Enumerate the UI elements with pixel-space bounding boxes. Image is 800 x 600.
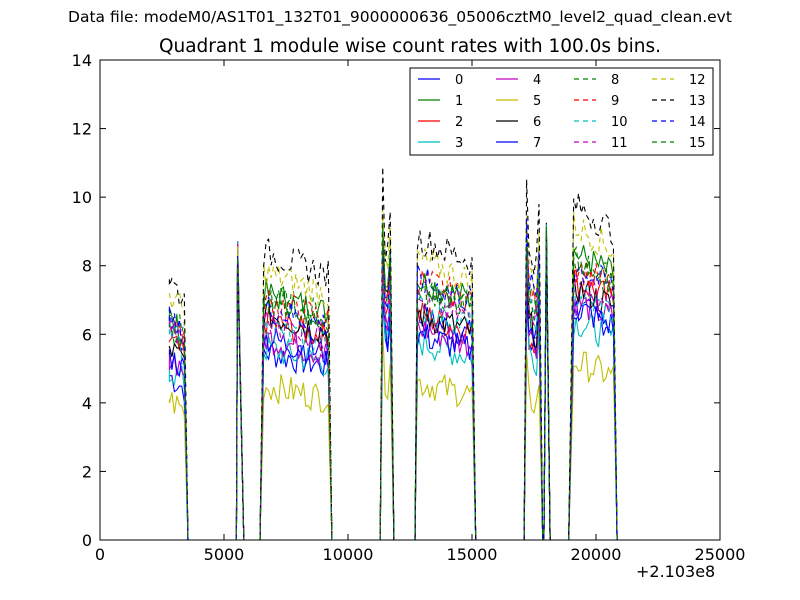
y-tick-label: 0 — [82, 531, 92, 550]
series-line-11 — [168, 244, 618, 540]
legend-label-15: 15 — [689, 136, 706, 151]
y-tick-label: 6 — [82, 325, 92, 344]
series-group — [168, 166, 618, 540]
legend-label-3: 3 — [455, 136, 463, 151]
legend-label-5: 5 — [533, 94, 541, 109]
series-line-15 — [168, 222, 618, 540]
series-line-5 — [168, 227, 618, 540]
legend-label-6: 6 — [533, 115, 541, 130]
legend-label-1: 1 — [455, 94, 463, 109]
legend-label-2: 2 — [455, 115, 463, 130]
series-line-12 — [168, 209, 618, 540]
series-line-9 — [168, 232, 618, 540]
y-tick-label: 12 — [72, 120, 92, 139]
legend-label-8: 8 — [611, 73, 619, 88]
series-line-8 — [168, 222, 618, 540]
legend-label-14: 14 — [689, 115, 706, 130]
legend-label-12: 12 — [689, 73, 706, 88]
x-tick-label: 20000 — [571, 545, 622, 564]
x-tick-label: 10000 — [323, 545, 374, 564]
x-tick-label: 5000 — [204, 545, 245, 564]
series-line-1 — [168, 232, 618, 540]
series-line-7 — [168, 239, 618, 540]
series-line-10 — [168, 224, 618, 540]
plot-frame — [99, 59, 721, 541]
x-tick-label: 25000 — [695, 545, 746, 564]
y-tick-label: 4 — [82, 394, 92, 413]
y-tick-label: 10 — [72, 188, 92, 207]
legend-label-7: 7 — [533, 136, 541, 151]
legend-label-10: 10 — [611, 115, 628, 130]
series-line-14 — [168, 218, 618, 540]
y-tick-label: 8 — [82, 257, 92, 276]
legend-label-4: 4 — [533, 73, 541, 88]
y-tick-label: 2 — [82, 462, 92, 481]
legend-box — [409, 67, 714, 156]
legend-label-11: 11 — [611, 136, 628, 151]
legend-label-13: 13 — [689, 94, 706, 109]
y-tick-label: 14 — [72, 51, 92, 70]
x-axis-offset-label: +2.103e8 — [636, 562, 716, 581]
chart-title: Quadrant 1 module wise count rates with … — [158, 36, 662, 57]
x-tick-label: 0 — [95, 545, 105, 564]
legend-label-0: 0 — [455, 73, 463, 88]
x-tick-label: 15000 — [447, 545, 498, 564]
legend-label-9: 9 — [611, 94, 619, 109]
figure-suptitle: Data file: modeM0/AS1T01_132T01_90000006… — [68, 8, 732, 26]
series-line-13 — [168, 166, 618, 540]
